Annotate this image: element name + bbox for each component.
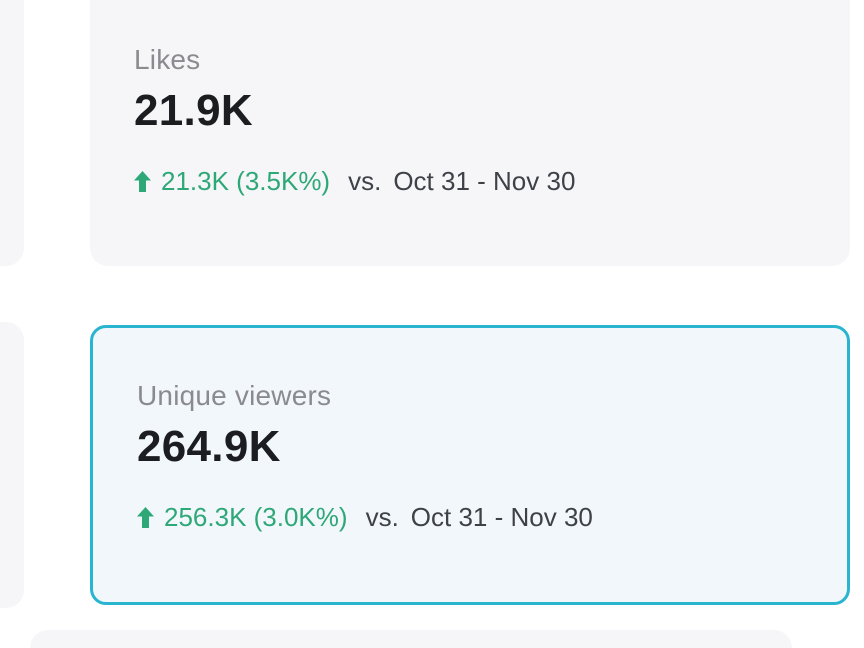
vs-label: vs.: [348, 166, 382, 196]
metric-card-unique-viewers[interactable]: Unique viewers 264.9K 256.3K (3.0K%) vs.…: [90, 325, 850, 605]
comparison-text: vs. Oct 31 - Nov 30: [348, 166, 575, 197]
arrow-up-icon: [134, 171, 151, 192]
arrow-up-icon: [137, 507, 154, 528]
metric-value: 264.9K: [137, 422, 281, 471]
comparison-period: Oct 31 - Nov 30: [393, 166, 576, 196]
partial-card-left-bottom[interactable]: [0, 322, 24, 608]
metric-value: 21.9K: [134, 86, 253, 135]
metric-label: Unique viewers: [137, 380, 332, 411]
comparison-period: Oct 31 - Nov 30: [410, 502, 593, 532]
partial-card-left-top[interactable]: [0, 0, 24, 266]
vs-label: vs.: [365, 502, 399, 532]
metric-delta: 21.3K (3.5K%): [161, 166, 331, 196]
metric-delta-row: 256.3K (3.0K%) vs. Oct 31 - Nov 30: [137, 502, 803, 533]
metric-label: Likes: [134, 44, 201, 75]
metric-delta: 256.3K (3.0K%): [164, 502, 348, 532]
comparison-text: vs. Oct 31 - Nov 30: [366, 502, 593, 533]
metric-delta-row: 21.3K (3.5K%) vs. Oct 31 - Nov 30: [134, 166, 806, 197]
partial-card-bottom[interactable]: [30, 630, 792, 648]
metric-card-likes[interactable]: Likes 21.9K 21.3K (3.5K%) vs. Oct 31 - No…: [90, 0, 850, 266]
